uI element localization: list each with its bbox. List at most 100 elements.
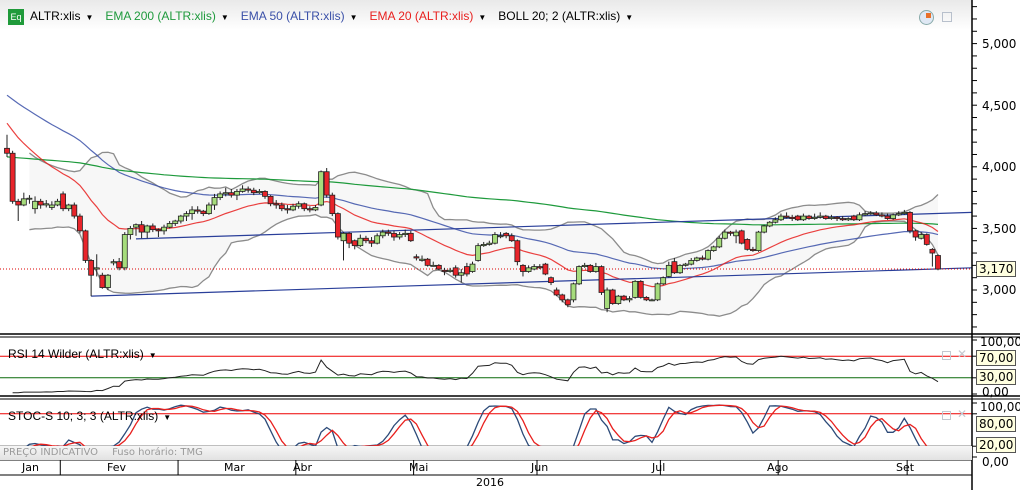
month-label: Abr — [293, 461, 313, 474]
last-price-tag: 3,170 — [976, 261, 1017, 277]
candle — [194, 209, 201, 212]
candle — [822, 215, 829, 219]
dropdown-arrow-icon[interactable]: ▼ — [148, 351, 157, 360]
candle — [430, 264, 437, 267]
dropdown-arrow-icon[interactable]: ▼ — [478, 13, 487, 22]
restore-window-icon[interactable] — [942, 411, 951, 420]
rsi-title[interactable]: RSI 14 Wilder (ALTR:xlis) ▼ — [8, 347, 157, 363]
candle — [424, 258, 431, 266]
rsi-level-tag: 30,00 — [976, 369, 1017, 385]
legend-symbol[interactable]: ALTR:xlis ▼ — [30, 8, 93, 26]
month-label: Mai — [409, 461, 429, 474]
candle — [895, 213, 902, 216]
candle — [935, 255, 941, 270]
candle — [82, 230, 89, 261]
candle — [598, 266, 605, 293]
candle — [301, 203, 308, 210]
candle — [867, 212, 874, 215]
candle — [536, 266, 543, 269]
dropdown-arrow-icon[interactable]: ▼ — [85, 13, 94, 22]
candle — [284, 208, 291, 211]
legend-boll[interactable]: BOLL 20; 2 (ALTR:xlis) ▼ — [498, 8, 633, 26]
candle — [716, 237, 723, 248]
candle — [127, 227, 134, 235]
stoch-d-line — [18, 404, 939, 456]
close-icon[interactable]: ✕ — [957, 347, 968, 361]
candle — [839, 218, 846, 221]
month-label: Jun — [531, 461, 549, 474]
candle — [149, 225, 156, 231]
candle — [525, 267, 532, 272]
candle — [374, 235, 381, 244]
stoch-level-tag: 20,00 — [976, 437, 1017, 453]
candle — [834, 216, 840, 219]
candle — [699, 257, 706, 260]
candle — [278, 204, 285, 210]
candle — [65, 204, 72, 210]
legend-ema50-label: EMA 50 (ALTR:xlis) — [240, 9, 345, 23]
price-tick-label: 3,000 — [982, 283, 1017, 297]
candle — [379, 231, 386, 237]
candle — [200, 210, 207, 215]
candle — [71, 204, 78, 217]
dropdown-arrow-icon[interactable]: ▼ — [220, 13, 229, 22]
candle — [323, 171, 330, 196]
year-label: 2016 — [476, 476, 504, 489]
legend-ema20-label: EMA 20 (ALTR:xlis) — [369, 9, 474, 23]
candle — [15, 200, 22, 206]
candle — [486, 242, 493, 245]
candle — [463, 266, 470, 275]
candle — [4, 147, 10, 154]
price-tick-label: 3,500 — [982, 222, 1017, 236]
candle — [744, 239, 751, 250]
candle — [20, 198, 27, 206]
rsi-line — [12, 355, 939, 394]
candle — [32, 200, 38, 210]
rsi-tick-label: 100,00 — [980, 335, 1020, 349]
dropdown-arrow-icon[interactable]: ▼ — [163, 413, 172, 422]
candle — [77, 215, 83, 232]
candle — [88, 260, 95, 276]
price-tick-label: 5,000 — [982, 37, 1017, 51]
candle — [295, 203, 302, 207]
stoch-title[interactable]: STOC-S 10; 3; 3 (ALTR:xlis) ▼ — [8, 409, 171, 425]
dropdown-arrow-icon[interactable]: ▼ — [625, 13, 634, 22]
candle — [183, 213, 190, 217]
candle — [850, 215, 857, 221]
candle — [60, 193, 66, 210]
restore-window-icon[interactable] — [942, 351, 951, 360]
candle — [660, 277, 667, 285]
candle — [778, 215, 784, 221]
legend-ema20[interactable]: EMA 20 (ALTR:xlis) ▼ — [370, 8, 487, 26]
dropdown-arrow-icon[interactable]: ▼ — [349, 13, 358, 22]
close-icon[interactable]: ✕ — [957, 407, 968, 421]
candle — [177, 215, 184, 222]
indicative-price-note: PREÇO INDICATIVO — [3, 447, 99, 458]
rsi-title-label: RSI 14 Wilder (ALTR:xlis) — [8, 347, 144, 361]
candle — [615, 295, 622, 304]
candle — [559, 294, 566, 301]
footer-bar: PREÇO INDICATIVO Fuso horário: TMG — [0, 446, 972, 460]
candle — [783, 215, 790, 218]
candle — [649, 299, 655, 302]
candle — [116, 261, 123, 269]
legend-ema200[interactable]: EMA 200 (ALTR:xlis) ▼ — [105, 8, 228, 26]
price-tick-label: 4,500 — [982, 99, 1017, 113]
candle — [688, 260, 695, 265]
stoch-title-label: STOC-S 10; 3; 3 (ALTR:xlis) — [8, 409, 159, 423]
clock-icon[interactable] — [919, 10, 934, 25]
candle — [817, 215, 824, 218]
candle — [879, 214, 885, 217]
candle — [262, 191, 268, 197]
candle — [166, 223, 173, 228]
candle — [548, 277, 554, 284]
candle — [351, 240, 358, 247]
candle — [329, 194, 336, 215]
restore-window-icon[interactable] — [942, 12, 952, 22]
candle — [48, 204, 55, 208]
candle — [206, 204, 212, 215]
candle — [912, 230, 919, 238]
candle — [407, 232, 414, 242]
legend-ema50[interactable]: EMA 50 (ALTR:xlis) ▼ — [241, 8, 358, 26]
